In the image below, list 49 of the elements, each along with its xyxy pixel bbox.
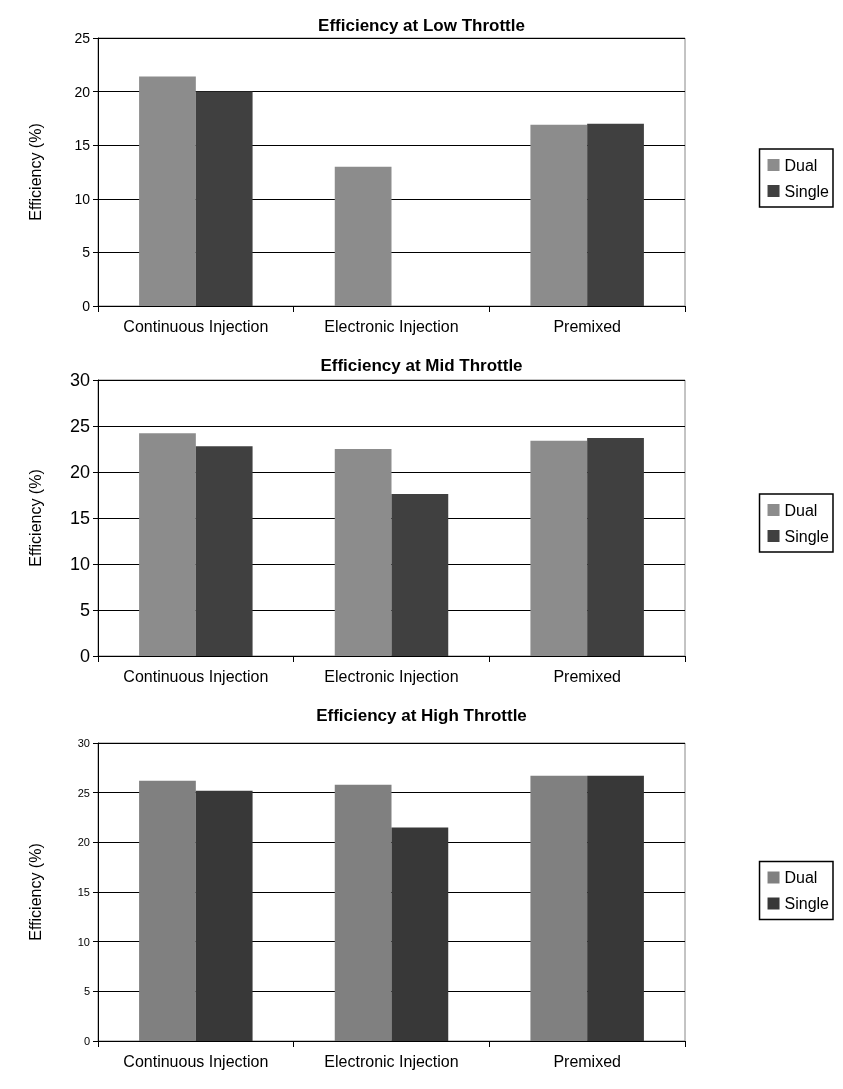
x-tick-label: Premixed bbox=[553, 1052, 621, 1070]
legend-label: Single bbox=[784, 895, 830, 912]
legend-label: Single bbox=[784, 182, 830, 200]
y-tick-label: 25 bbox=[74, 30, 91, 46]
y-tick-label: 5 bbox=[82, 244, 91, 261]
y-axis-title: Efficiency (%) bbox=[26, 123, 44, 221]
y-tick-label: 30 bbox=[69, 370, 90, 390]
bar bbox=[195, 790, 253, 1041]
y-tick-label: 5 bbox=[83, 985, 90, 998]
y-tick-label: 15 bbox=[74, 137, 91, 154]
x-tick-label: Electronic Injection bbox=[324, 1052, 459, 1070]
bar bbox=[587, 123, 644, 306]
legend-label: Dual bbox=[784, 869, 818, 886]
y-tick-label: 25 bbox=[69, 416, 90, 436]
x-tick-label: Continuous Injection bbox=[123, 667, 269, 685]
y-tick-label: 30 bbox=[77, 737, 90, 749]
y-tick-label: 20 bbox=[77, 836, 90, 849]
bar bbox=[195, 91, 253, 306]
y-tick-label: 20 bbox=[74, 83, 91, 100]
legend-label: Dual bbox=[784, 501, 818, 519]
chart-title: Efficiency at Mid Throttle bbox=[320, 356, 523, 375]
bar bbox=[195, 446, 253, 656]
y-tick-label: 10 bbox=[74, 190, 91, 207]
y-tick-label: 15 bbox=[77, 886, 90, 898]
chart-title: Efficiency at Low Throttle bbox=[318, 16, 525, 35]
x-tick-label: Electronic Injection bbox=[324, 667, 459, 685]
y-tick-label: 5 bbox=[79, 600, 90, 620]
x-tick-label: Premixed bbox=[553, 667, 621, 685]
x-tick-label: Electronic Injection bbox=[324, 317, 459, 335]
y-tick-label: 0 bbox=[83, 1035, 90, 1047]
bar bbox=[587, 775, 644, 1041]
legend-label: Single bbox=[784, 527, 830, 545]
x-tick-label: Premixed bbox=[553, 317, 621, 335]
y-axis-title: Efficiency (%) bbox=[26, 469, 44, 567]
chart-title: Efficiency at High Throttle bbox=[316, 706, 527, 725]
y-tick-label: 10 bbox=[77, 935, 90, 948]
y-tick-label: 0 bbox=[82, 298, 91, 314]
x-tick-label: Continuous Injection bbox=[123, 1052, 269, 1070]
y-tick-label: 10 bbox=[69, 554, 90, 574]
legend-label: Dual bbox=[784, 156, 818, 174]
y-tick-label: 20 bbox=[69, 462, 90, 482]
x-tick-label: Continuous Injection bbox=[123, 317, 269, 335]
bar bbox=[391, 827, 449, 1041]
y-tick-label: 0 bbox=[79, 646, 90, 666]
y-tick-label: 15 bbox=[69, 508, 90, 528]
y-tick-label: 25 bbox=[77, 786, 90, 799]
bar bbox=[391, 494, 449, 656]
bar bbox=[587, 437, 644, 656]
y-axis-title: Efficiency (%) bbox=[26, 843, 44, 941]
